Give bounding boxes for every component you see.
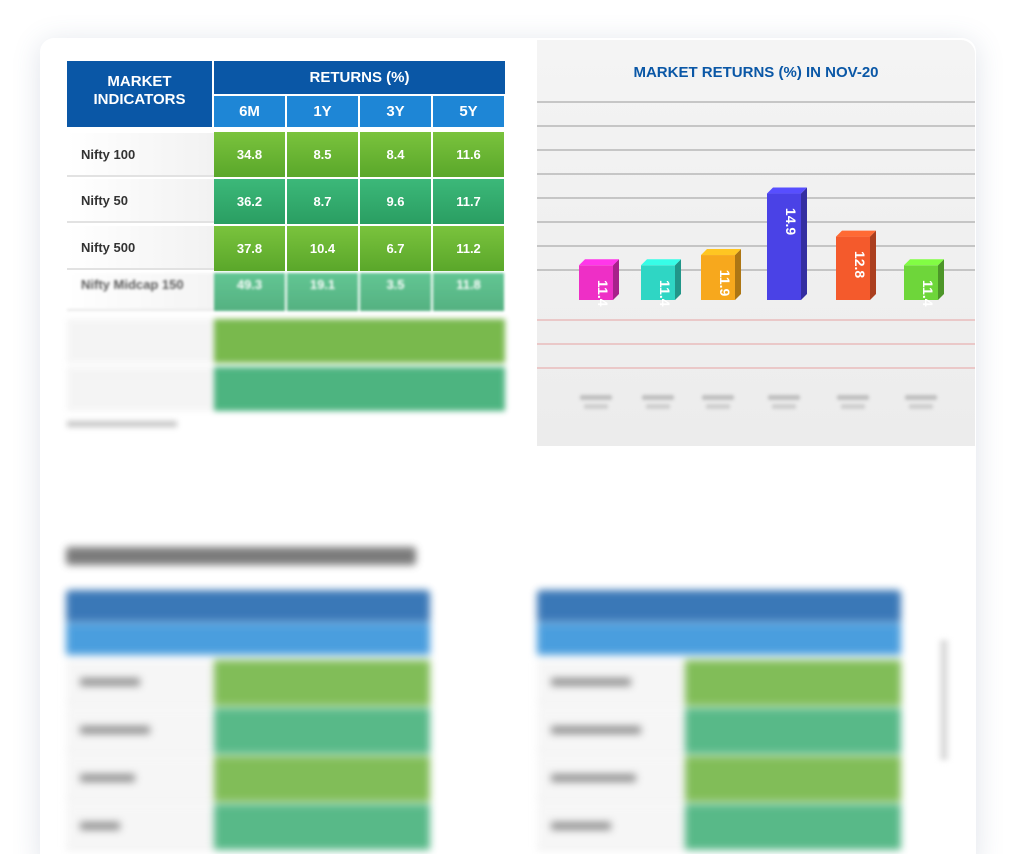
table-cell: 11.7 xyxy=(433,179,504,224)
table-cell: 36.2 xyxy=(214,179,285,224)
bar xyxy=(701,255,735,300)
table-subheader-blurred xyxy=(537,623,901,655)
row-label-blurred xyxy=(67,319,214,363)
row-label-nifty-50: Nifty 50 xyxy=(67,179,222,223)
bar-top xyxy=(701,249,741,256)
bar xyxy=(904,265,938,300)
axis-label-blurred xyxy=(706,404,730,409)
bar-side xyxy=(870,230,876,300)
row-label-nifty-500: Nifty 500 xyxy=(67,226,222,270)
returns-header: RETURNS (%) xyxy=(214,61,505,94)
row-label-nifty-100: Nifty 100 xyxy=(67,133,222,177)
list-item xyxy=(537,804,685,850)
table-subheader-blurred xyxy=(66,623,430,655)
axis-label-blurred xyxy=(642,395,674,400)
bar-value-label: 11.4 xyxy=(920,280,936,307)
table-cell: 8.4 xyxy=(360,132,431,177)
bar-top xyxy=(579,259,619,266)
table-cell: 9.6 xyxy=(360,179,431,224)
table-cell: 11.6 xyxy=(433,132,504,177)
bar-top xyxy=(641,259,681,266)
bar xyxy=(836,236,870,300)
list-item xyxy=(537,756,685,802)
row-cells-blurred xyxy=(214,660,430,706)
axis-label-blurred xyxy=(646,404,670,409)
bar-top xyxy=(904,259,944,266)
faded-row: Nifty Midcap 150 49.3 19.1 3.5 11.8 xyxy=(67,273,507,313)
axis-label-blurred xyxy=(580,395,612,400)
axis-label-blurred xyxy=(584,404,608,409)
row-cells-blurred xyxy=(685,708,901,754)
scrollbar-blurred xyxy=(940,640,948,760)
table-cell: 6.7 xyxy=(360,226,431,271)
row-label-nifty-midcap-150: Nifty Midcap 150 xyxy=(67,273,222,311)
period-header-3y: 3Y xyxy=(360,96,431,127)
bar-value-label: 11.4 xyxy=(657,280,673,307)
bar-side xyxy=(613,259,619,300)
bar xyxy=(767,193,801,300)
blurred-rows xyxy=(67,313,507,427)
bar-value-label: 11.9 xyxy=(717,270,733,297)
table-cell: 10.4 xyxy=(287,226,358,271)
row-cells-blurred xyxy=(214,319,505,363)
list-item xyxy=(537,708,685,754)
table-cell: 37.8 xyxy=(214,226,285,271)
table-cell: 34.8 xyxy=(214,132,285,177)
chart-title: MARKET RETURNS (%) IN NOV-20 xyxy=(633,64,879,81)
row-cells-blurred xyxy=(214,367,505,411)
row-cells-blurred xyxy=(685,660,901,706)
market-indicators-header: MARKET INDICATORS xyxy=(67,61,212,127)
bar-side xyxy=(735,249,741,300)
table-cell: 11.2 xyxy=(433,226,504,271)
table-cell: 3.5 xyxy=(360,273,431,311)
bar-value-label: 12.8 xyxy=(852,251,868,278)
axis-label-blurred xyxy=(768,395,800,400)
list-item xyxy=(66,756,214,802)
bar-value-label: 14.9 xyxy=(783,208,799,235)
period-header-5y: 5Y xyxy=(433,96,504,127)
bar-side xyxy=(675,259,681,300)
period-header-6m: 6M xyxy=(214,96,285,127)
bar xyxy=(641,265,675,300)
table-header-blurred xyxy=(66,590,430,622)
axis-label-blurred xyxy=(702,395,734,400)
bar-top xyxy=(767,187,807,194)
row-cells-blurred xyxy=(685,756,901,802)
row-cells-blurred xyxy=(214,804,430,850)
row-label-blurred xyxy=(67,367,214,411)
period-header-1y: 1Y xyxy=(287,96,358,127)
list-item xyxy=(537,660,685,706)
axis-label-blurred xyxy=(905,395,937,400)
bar-value-label: 11.4 xyxy=(595,280,611,307)
table-header-blurred xyxy=(537,590,901,622)
table-cell: 8.5 xyxy=(287,132,358,177)
table-cell: 49.3 xyxy=(214,273,285,311)
row-cells-blurred xyxy=(214,756,430,802)
axis-label-blurred xyxy=(837,395,869,400)
row-cells-blurred xyxy=(214,708,430,754)
axis-label-blurred xyxy=(841,404,865,409)
row-cells-blurred xyxy=(685,804,901,850)
bar xyxy=(579,265,613,300)
bar-side xyxy=(801,187,807,300)
section-title-blurred xyxy=(66,547,416,565)
list-item xyxy=(66,660,214,706)
table-cell: 8.7 xyxy=(287,179,358,224)
list-item xyxy=(66,804,214,850)
table-cell: 19.1 xyxy=(287,273,358,311)
chart-panel xyxy=(537,40,975,446)
table-cell: 11.8 xyxy=(433,273,504,311)
market-returns-chart: 11.4 11.4 11.9 14.9 12.8 11.4 xyxy=(537,101,975,409)
bar-side xyxy=(938,259,944,300)
footnote-blurred xyxy=(67,421,177,427)
axis-label-blurred xyxy=(909,404,933,409)
axis-label-blurred xyxy=(772,404,796,409)
list-item xyxy=(66,708,214,754)
bar-top xyxy=(836,230,876,237)
